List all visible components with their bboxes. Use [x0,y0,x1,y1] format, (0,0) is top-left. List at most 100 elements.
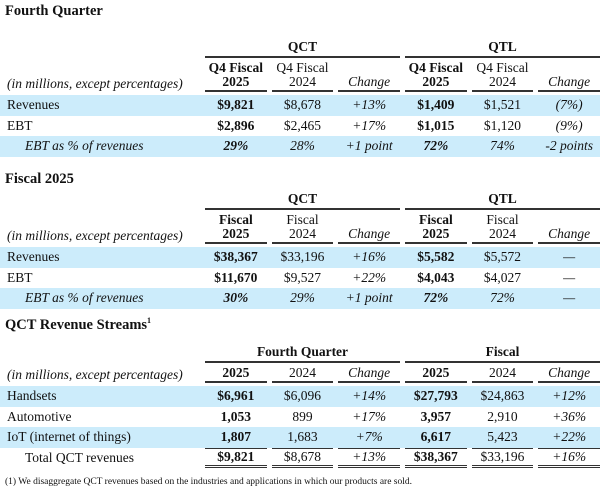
row-label: Handsets [7,388,57,404]
column-header-line2: 2025 [222,74,250,89]
cell-value: +7% [355,429,383,445]
column-header: 2025 [205,366,267,383]
cell-value: +1 point [345,290,393,306]
cell-value: +12% [552,388,587,404]
footnote: (1) We disaggregate QCT revenues based o… [5,477,413,487]
column-header: 2024 [471,365,534,383]
table-row: Revenues $38,367 $33,196 +16% $5,582 $5,572 — [0,247,600,268]
cell-value: +17% [352,117,387,133]
table-row: Revenues $9,821 $8,678 +13% $1,409 $1,521 (7%) [0,95,600,116]
cell-value: +22% [552,429,587,445]
cell-value: $8,678 [271,447,334,468]
cell-value: $2,896 [217,117,255,133]
column-group-header: Fourth Quarter Fiscal [0,343,600,363]
cell-value: $1,015 [417,117,455,133]
table-row: EBT $11,670 $9,527 +22% $4,043 $4,027 — [0,268,600,289]
column-header-line2: Change [348,74,391,89]
column-header: Change [338,366,400,383]
row-label: Total QCT revenues [25,449,135,465]
cell-value: 74% [490,138,515,154]
column-header-line2: 2024 [288,226,316,241]
cell-value: 6,617 [420,429,452,445]
cell-value: 5,423 [487,429,518,445]
column-header-line1: Fiscal [218,212,253,227]
column-headers: (in millions, except percentages) 2025 202… [0,366,600,383]
cell-value: 3,957 [420,408,452,424]
cell-value: $33,196 [471,447,534,468]
column-header-line2: 2024 [488,365,516,380]
spacer [0,209,200,210]
cell-value: 30% [223,290,249,306]
section-title-text: Fiscal 2025 [5,171,74,187]
column-header: Change [538,227,600,244]
row-label: EBT [7,117,33,133]
column-header: Q4 Fiscal 2025 [405,61,467,92]
table-row: EBT as % of revenues 30% 29% +1 point 72% 72%… [0,288,600,309]
cell-value: $1,521 [483,97,522,113]
column-header-line2: Change [548,365,591,380]
row-label: Revenues [7,249,60,265]
column-header: Change [338,75,400,92]
column-header-line2: 2024 [288,74,316,89]
cell-value: $8,678 [283,97,322,113]
cell-value: +16% [352,249,387,265]
column-header: Fiscal 2025 [205,213,267,244]
row-label: EBT [7,269,33,285]
column-group: QTL [405,191,600,210]
column-header: Fiscal 2025 [405,213,467,244]
cell-value: $9,527 [283,269,322,285]
column-group: QCT [205,39,400,58]
units-label: (in millions, except percentages) [7,228,183,243]
cell-value: $24,863 [480,388,525,404]
cell-value: 2,910 [487,408,518,424]
column-header-line2: Change [348,226,391,241]
cell-value: 1,807 [220,429,252,445]
cell-value: +13% [338,447,400,468]
cell-value: +36% [552,408,587,424]
column-header-line2: Change [548,74,591,89]
cell-value: 72% [423,138,449,154]
column-header-line2: 2024 [488,74,516,89]
column-header-line1: Fiscal [418,212,453,227]
cell-value: $1,120 [483,117,522,133]
column-header: Q4 Fiscal 2025 [205,61,267,92]
section-title: Fiscal 2025 [5,171,74,188]
column-group: QCT [205,191,400,210]
cell-value: 72% [423,290,449,306]
cell-value: 1,683 [287,429,318,445]
column-header-line1: Q4 Fiscal [476,60,529,75]
cell-value: (9%) [555,117,583,133]
cell-value: $38,367 [405,447,467,468]
cell-value: 29% [290,290,315,306]
cell-value: (7%) [555,97,583,113]
section-title: QCT Revenue Streams1 [5,316,151,334]
table-row: Total QCT revenues $9,821 $8,678 +13% $38,36… [0,447,600,469]
cell-value: $9,821 [217,97,255,113]
cell-value: +1 point [345,138,393,154]
cell-value: $38,367 [213,249,258,265]
cell-value: 1,053 [220,408,252,424]
cell-value: +14% [352,388,387,404]
units-label: (in millions, except percentages) [7,367,183,382]
column-headers: (in millions, except percentages) Fiscal 2… [0,213,600,244]
data-table: QCT QTL (in millions, except percentages) Q… [0,38,600,157]
cell-value: $9,821 [205,447,267,468]
cell-value: 28% [290,138,315,154]
cell-value: +22% [352,269,387,285]
spacer [0,57,200,58]
column-header-line1: Q4 Fiscal [276,60,329,75]
column-header: Change [338,227,400,244]
cell-value: $11,670 [214,269,258,285]
column-group: Fiscal [405,344,600,363]
column-header: Q4 Fiscal 2024 [471,60,534,92]
cell-value: $6,961 [217,388,255,404]
cell-value: $5,582 [417,249,455,265]
cell-value: -2 points [545,138,593,154]
table-row: IoT (internet of things) 1,807 1,683 +7% 6,6… [0,427,600,448]
table-row: EBT $2,896 $2,465 +17% $1,015 $1,120 (9%) [0,116,600,137]
cell-value: 899 [292,408,313,424]
data-table: QCT QTL (in millions, except percentages) F… [0,190,600,309]
column-header: Fiscal 2024 [471,212,534,244]
column-header-line1: Fiscal [486,212,519,227]
row-label: EBT as % of revenues [25,138,144,154]
